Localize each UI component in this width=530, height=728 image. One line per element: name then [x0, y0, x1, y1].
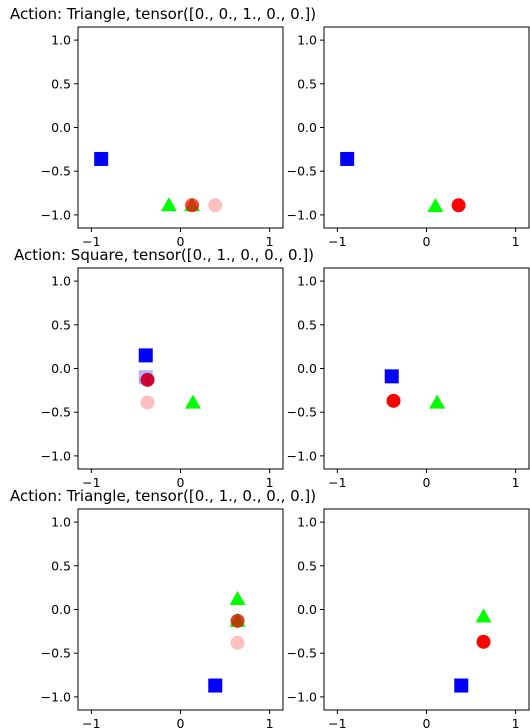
- axes-frame: [323, 26, 530, 229]
- triangle-marker: [184, 394, 201, 409]
- square-marker: [94, 151, 109, 166]
- markers: [454, 608, 492, 693]
- y-tick-label: 0.5: [297, 317, 317, 332]
- x-tick-label: 1: [266, 716, 274, 728]
- markers: [94, 151, 223, 213]
- y-tick-label: 1.0: [297, 274, 317, 289]
- x-tick-label: 1: [512, 475, 520, 490]
- y-tick-label: −0.5: [287, 405, 317, 420]
- x-tick-label: 0: [423, 716, 431, 728]
- square-marker: [454, 678, 469, 693]
- y-tick-label: 0.0: [51, 602, 71, 617]
- row-title: Action: Triangle, tensor([0., 1., 0., 0.…: [10, 487, 316, 505]
- axes-frame: [77, 26, 284, 229]
- x-tick-label: 1: [266, 475, 274, 490]
- left-axes: −1 0 1 1.0 0.5 0.0 −0.5 −1.0: [41, 267, 284, 490]
- subplot-row-2: Action: Square, tensor([0., 1., 0., 0., …: [14, 246, 530, 490]
- triangle-marker: [427, 198, 444, 213]
- right-axes: −1 0 1 1.0 0.5 0.0 −0.5 −1.0: [287, 26, 530, 249]
- y-tick-label: 0.5: [51, 558, 71, 573]
- x-tick-label: 0: [423, 475, 431, 490]
- axes-frame: [77, 267, 284, 470]
- x-tick-label: −1: [328, 475, 346, 490]
- y-tick-label: −1.0: [41, 689, 71, 704]
- subplot-row-1: Action: Triangle, tensor([0., 0., 1., 0.…: [10, 5, 530, 249]
- x-tick-label: −1: [82, 234, 100, 249]
- y-tick-label: 0.0: [297, 120, 317, 135]
- y-tick-label: −0.5: [41, 646, 71, 661]
- circle-marker: [230, 635, 245, 650]
- circle-marker: [140, 372, 155, 387]
- triangle-marker: [429, 394, 446, 409]
- row-title: Action: Square, tensor([0., 1., 0., 0., …: [14, 246, 314, 264]
- circle-marker: [185, 198, 200, 213]
- markers: [208, 591, 246, 693]
- x-tick-label: −1: [328, 234, 346, 249]
- y-tick-label: 0.5: [51, 76, 71, 91]
- x-tick-label: 1: [266, 234, 274, 249]
- x-tick-label: −1: [328, 716, 346, 728]
- square-marker: [138, 348, 153, 363]
- axes-frame: [323, 508, 530, 711]
- circle-marker: [386, 393, 401, 408]
- row-title: Action: Triangle, tensor([0., 0., 1., 0.…: [10, 5, 316, 23]
- y-tick-label: 0.0: [297, 602, 317, 617]
- x-tick-label: 0: [177, 475, 185, 490]
- y-tick-label: 1.0: [297, 33, 317, 48]
- x-tick-label: −1: [82, 475, 100, 490]
- triangle-marker: [160, 197, 177, 212]
- markers: [384, 369, 446, 409]
- y-tick-label: 0.0: [51, 120, 71, 135]
- y-tick-label: −1.0: [287, 689, 317, 704]
- y-tick-label: −0.5: [287, 164, 317, 179]
- y-tick-label: 0.5: [51, 317, 71, 332]
- square-marker: [384, 369, 399, 384]
- triangle-marker: [229, 591, 246, 606]
- markers: [340, 151, 466, 213]
- square-marker: [340, 151, 355, 166]
- left-axes: −1 0 1 1.0 0.5 0.0 −0.5 −1.0: [41, 508, 284, 728]
- right-axes: −1 0 1 1.0 0.5 0.0 −0.5 −1.0: [287, 267, 530, 490]
- y-tick-label: −1.0: [41, 207, 71, 222]
- y-tick-label: −0.5: [41, 164, 71, 179]
- y-tick-label: −0.5: [287, 646, 317, 661]
- circle-marker: [230, 613, 245, 628]
- x-tick-label: 1: [512, 234, 520, 249]
- y-tick-label: −1.0: [287, 448, 317, 463]
- y-tick-label: −1.0: [287, 207, 317, 222]
- left-axes: −1 0 1 1.0 0.5 0.0 −0.5 −1.0: [41, 26, 284, 249]
- y-tick-label: −1.0: [41, 448, 71, 463]
- circle-marker: [451, 198, 466, 213]
- axes-frame: [323, 267, 530, 470]
- y-tick-label: 0.0: [51, 361, 71, 376]
- x-tick-label: −1: [82, 716, 100, 728]
- x-tick-label: 0: [177, 234, 185, 249]
- y-tick-label: −0.5: [41, 405, 71, 420]
- circle-marker: [140, 395, 155, 410]
- right-axes: −1 0 1 1.0 0.5 0.0 −0.5 −1.0: [287, 508, 530, 728]
- circle-marker: [476, 634, 491, 649]
- markers: [138, 348, 201, 410]
- y-tick-label: 1.0: [297, 515, 317, 530]
- y-tick-label: 1.0: [51, 274, 71, 289]
- y-tick-label: 0.5: [297, 76, 317, 91]
- y-tick-label: 0.5: [297, 558, 317, 573]
- y-tick-label: 0.0: [297, 361, 317, 376]
- square-marker: [208, 678, 223, 693]
- y-tick-label: 1.0: [51, 515, 71, 530]
- subplot-row-3: Action: Triangle, tensor([0., 1., 0., 0.…: [10, 487, 530, 728]
- y-tick-label: 1.0: [51, 33, 71, 48]
- axes-frame: [77, 508, 284, 711]
- triangle-marker: [475, 608, 492, 623]
- circle-marker: [208, 198, 223, 213]
- x-tick-label: 0: [423, 234, 431, 249]
- x-tick-label: 0: [177, 716, 185, 728]
- x-tick-label: 1: [512, 716, 520, 728]
